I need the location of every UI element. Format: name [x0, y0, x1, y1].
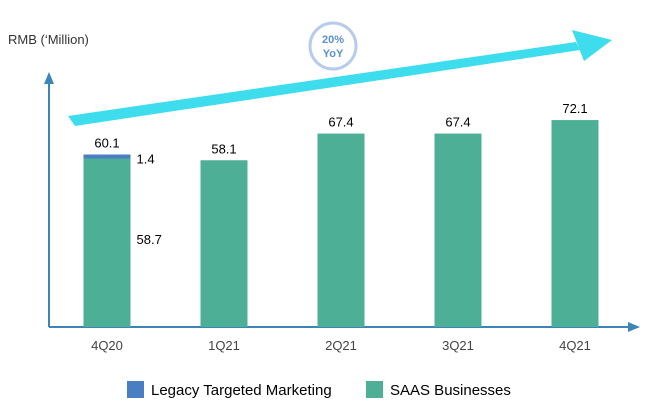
bars-group: 60.1 4Q20 58.1 1Q21 67.4 2Q21 67.4 3Q21 72.1 4Q21…: [83, 101, 599, 353]
y-axis-label: RMB (‘Million): [8, 32, 89, 47]
yoy-percent: 20%: [322, 34, 344, 46]
yoy-badge: [308, 21, 358, 71]
bar-saas-3Q21: [434, 133, 482, 327]
segment-label-saas-4Q20: 58.7: [137, 232, 162, 247]
yoy-label: YoY: [323, 48, 344, 60]
y-axis-arrowhead: [44, 72, 54, 84]
total-label-4Q21: 72.1: [562, 101, 587, 116]
trend-arrow-shaft: [68, 42, 580, 126]
total-label-1Q21: 58.1: [211, 141, 236, 156]
bar-saas-4Q21: [551, 120, 599, 327]
x-tick-1Q21: 1Q21: [208, 338, 240, 353]
bar-saas-4Q20: [83, 158, 131, 327]
legend-label-legacy: Legacy Targeted Marketing: [151, 382, 332, 399]
legend-swatch-saas: [366, 381, 383, 398]
total-label-4Q20: 60.1: [94, 136, 119, 151]
x-axis-arrowhead: [628, 322, 640, 332]
total-label-2Q21: 67.4: [328, 115, 353, 130]
x-tick-4Q21: 4Q21: [559, 338, 591, 353]
x-tick-4Q20: 4Q20: [91, 338, 123, 353]
trend-arrow-head: [572, 30, 612, 61]
bar-saas-1Q21: [200, 160, 248, 327]
x-tick-3Q21: 3Q21: [442, 338, 474, 353]
legend-label-saas: SAAS Businesses: [390, 382, 511, 399]
total-label-3Q21: 67.4: [445, 115, 470, 130]
x-tick-2Q21: 2Q21: [325, 338, 357, 353]
bar-saas-2Q21: [317, 133, 365, 327]
segment-label-legacy-4Q20: 1.4: [137, 152, 155, 167]
legend-swatch-legacy: [127, 381, 144, 398]
bar-legacy-4Q20: [83, 154, 131, 159]
